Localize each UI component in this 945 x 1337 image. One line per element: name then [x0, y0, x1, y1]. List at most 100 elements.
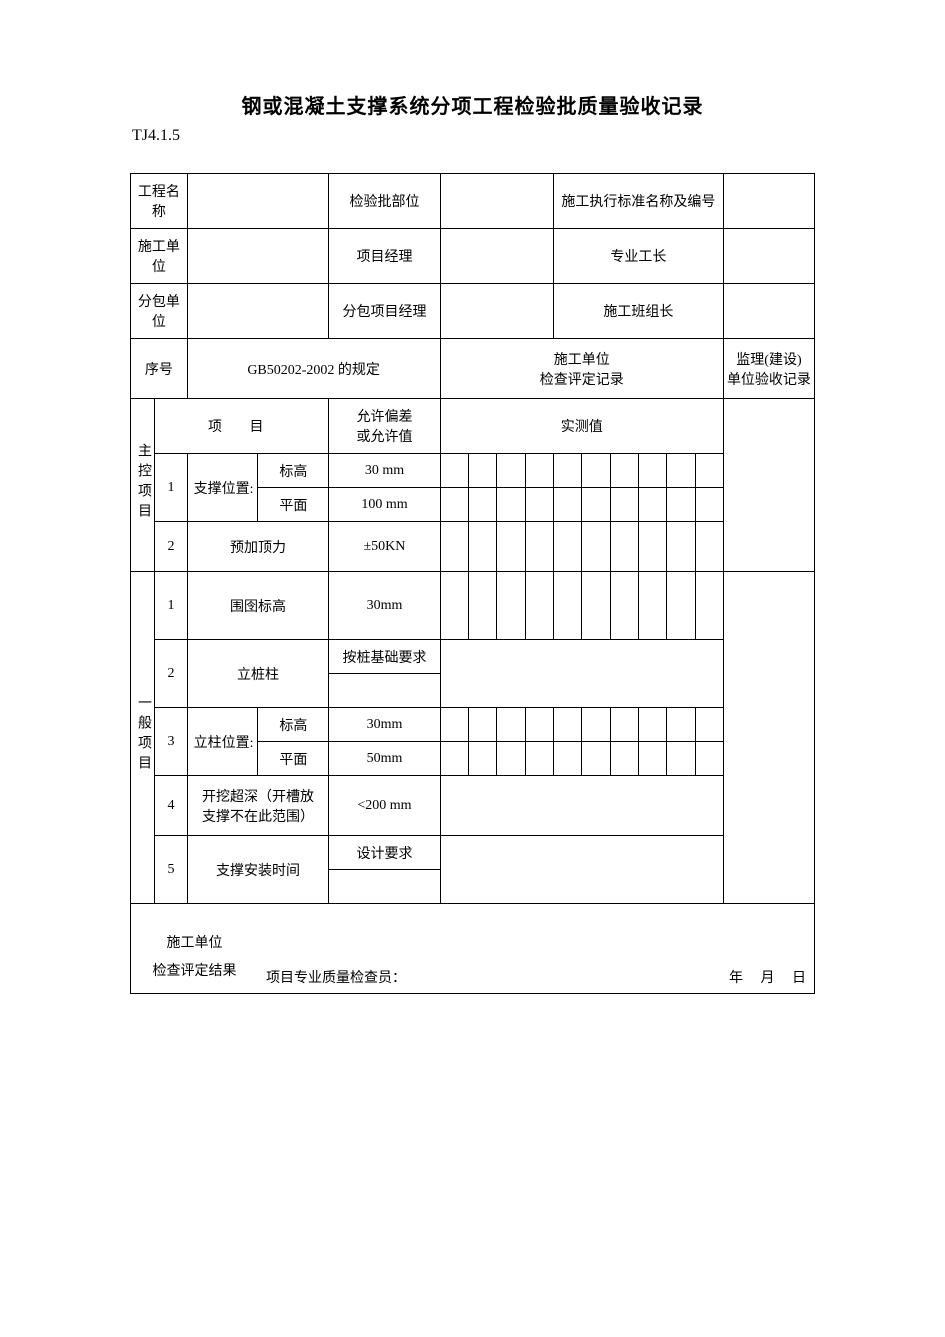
measure-cell: [468, 522, 496, 572]
tolerance-value: 30mm: [329, 572, 440, 640]
measure-cell: [695, 454, 723, 488]
footer-sign-cell: 项目专业质量检查员： 年 月 日: [258, 904, 815, 994]
measure-cell: [497, 522, 525, 572]
measure-cell: [468, 572, 496, 640]
item-name: 预加顶力: [187, 522, 329, 572]
measure-cell: [610, 572, 638, 640]
item-sub: 平面: [258, 742, 329, 776]
measure-cell: [525, 522, 553, 572]
seq-cell: 2: [155, 522, 187, 572]
data-row: 2 预加顶力 ±50KN: [131, 522, 815, 572]
measure-cell: [468, 708, 496, 742]
value-standard: [723, 174, 814, 229]
tolerance-value: [329, 870, 440, 904]
measure-cell: [638, 572, 666, 640]
document-page: 钢或混凝土支撑系统分项工程检验批质量验收记录 TJ4.1.5 工程名称 检验批部…: [0, 0, 945, 1337]
label-seq: 序号: [131, 339, 188, 399]
measure-cell: [582, 572, 610, 640]
seq-cell: 1: [155, 454, 187, 522]
measure-cell: [610, 742, 638, 776]
section-header-row: 序号 GB50202-2002 的规定 施工单位 检查评定记录 监理(建设) 单…: [131, 339, 815, 399]
main-control-group: 主控项目: [131, 399, 155, 572]
inspector-label: 项目专业质量检查员：: [266, 967, 406, 987]
value-sub-pm: [440, 284, 553, 339]
item-name: 围囹标高: [187, 572, 329, 640]
measure-cell: [610, 522, 638, 572]
measure-cell: [582, 488, 610, 522]
measure-cell: [553, 708, 581, 742]
measure-cell: [667, 572, 695, 640]
subheader-row: 主控项目 项 目 允许偏差 或允许值 实测值: [131, 399, 815, 454]
measure-cell: [525, 454, 553, 488]
general-group: 一般项目: [131, 572, 155, 904]
measure-cell: [582, 742, 610, 776]
measure-cell: [582, 454, 610, 488]
measure-cell: [638, 488, 666, 522]
measure-cell: [695, 572, 723, 640]
measure-cell: [667, 454, 695, 488]
measure-cell: [638, 742, 666, 776]
value-project-name: [187, 174, 329, 229]
item-name: 支撑安装时间: [187, 836, 329, 904]
measure-cell: [667, 522, 695, 572]
label-construction-unit: 施工单位: [131, 229, 188, 284]
label-tolerance: 允许偏差 或允许值: [329, 399, 440, 454]
measure-cell: [440, 454, 468, 488]
document-title: 钢或混凝土支撑系统分项工程检验批质量验收记录: [130, 90, 815, 119]
measure-cell: [610, 708, 638, 742]
seq-cell: 4: [155, 776, 187, 836]
measure-cell: [553, 522, 581, 572]
label-team-leader: 施工班组长: [553, 284, 723, 339]
measure-cell: [468, 742, 496, 776]
measure-cell: [440, 572, 468, 640]
general-supervision-cell: [723, 572, 814, 904]
tolerance-value: 按桩基础要求: [329, 640, 440, 674]
label-project-manager: 项目经理: [329, 229, 440, 284]
label-sub-pm: 分包项目经理: [329, 284, 440, 339]
measure-cell: [440, 522, 468, 572]
tolerance-value: 30 mm: [329, 454, 440, 488]
tolerance-value: 30mm: [329, 708, 440, 742]
label-standard: 施工执行标准名称及编号: [553, 174, 723, 229]
label-measured: 实测值: [440, 399, 723, 454]
header-row: 工程名称 检验批部位 施工执行标准名称及编号: [131, 174, 815, 229]
measure-cell: [638, 708, 666, 742]
value-subcontractor: [187, 284, 329, 339]
data-row: 3 立柱位置: 标高 30mm: [131, 708, 815, 742]
measure-cell: [440, 708, 468, 742]
measure-cell: [497, 572, 525, 640]
label-foreman: 专业工长: [553, 229, 723, 284]
value-construction-unit: [187, 229, 329, 284]
measure-cell: [497, 708, 525, 742]
tolerance-value: 设计要求: [329, 836, 440, 870]
measure-cell: [695, 522, 723, 572]
measure-cell: [553, 572, 581, 640]
label-supervision-record: 监理(建设) 单位验收记录: [723, 339, 814, 399]
value-foreman: [723, 229, 814, 284]
seq-cell: 3: [155, 708, 187, 776]
main-supervision-cell: [723, 399, 814, 572]
label-subcontractor: 分包单位: [131, 284, 188, 339]
measure-cell: [497, 742, 525, 776]
tolerance-value: [329, 674, 440, 708]
data-row: 1 支撑位置: 标高 30 mm: [131, 454, 815, 488]
value-batch-position: [440, 174, 553, 229]
item-name: 立柱位置:: [187, 708, 258, 776]
measure-cell: [667, 742, 695, 776]
seq-cell: 2: [155, 640, 187, 708]
measure-cell: [553, 742, 581, 776]
header-row: 分包单位 分包项目经理 施工班组长: [131, 284, 815, 339]
measure-cell: [582, 522, 610, 572]
measure-cell: [440, 742, 468, 776]
measure-cell: [468, 454, 496, 488]
tolerance-value: 50mm: [329, 742, 440, 776]
measure-cell: [695, 708, 723, 742]
measure-cell: [582, 708, 610, 742]
item-sub: 标高: [258, 454, 329, 488]
item-sub: 标高: [258, 708, 329, 742]
measure-cell: [638, 454, 666, 488]
measure-cell: [525, 742, 553, 776]
item-sub: 平面: [258, 488, 329, 522]
measure-cell: [610, 454, 638, 488]
measure-cell: [468, 488, 496, 522]
